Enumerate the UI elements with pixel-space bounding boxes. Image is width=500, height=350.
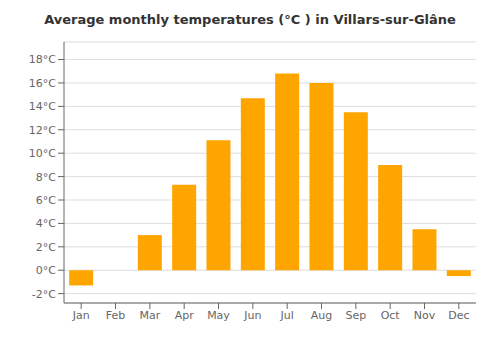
html-text:Average monthly temperatures (: Average monthly temperatures (°C ) in Vi… <box>44 12 456 27</box>
svg-text:4°C: 4°C <box>36 217 56 230</box>
svg-text:May: May <box>207 309 230 322</box>
svg-text:6°C: 6°C <box>36 194 56 207</box>
svg-text:Nov: Nov <box>414 309 436 322</box>
svg-text:18°C: 18°C <box>29 53 56 66</box>
svg-text:Jan: Jan <box>72 309 90 322</box>
svg-text:Apr: Apr <box>175 309 195 322</box>
svg-text:Oct: Oct <box>381 309 401 322</box>
svg-text:10°C: 10°C <box>29 147 56 160</box>
svg-text:Jun: Jun <box>243 309 261 322</box>
svg-text:Feb: Feb <box>106 309 125 322</box>
svg-text:Mar: Mar <box>139 309 160 322</box>
svg-text:2°C: 2°C <box>36 241 56 254</box>
svg-text:8°C: 8°C <box>36 171 56 184</box>
svg-text:Dec: Dec <box>448 309 469 322</box>
svg-text:Aug: Aug <box>311 309 332 322</box>
svg-text:12°C: 12°C <box>29 124 56 137</box>
svg-text:Jul: Jul <box>280 309 294 322</box>
svg-text:16°C: 16°C <box>29 77 56 90</box>
svg-text:0°C: 0°C <box>36 264 56 277</box>
svg-text:14°C: 14°C <box>29 100 56 113</box>
svg-text:-2°C: -2°C <box>32 288 56 301</box>
svg-text:Sep: Sep <box>345 309 366 322</box>
